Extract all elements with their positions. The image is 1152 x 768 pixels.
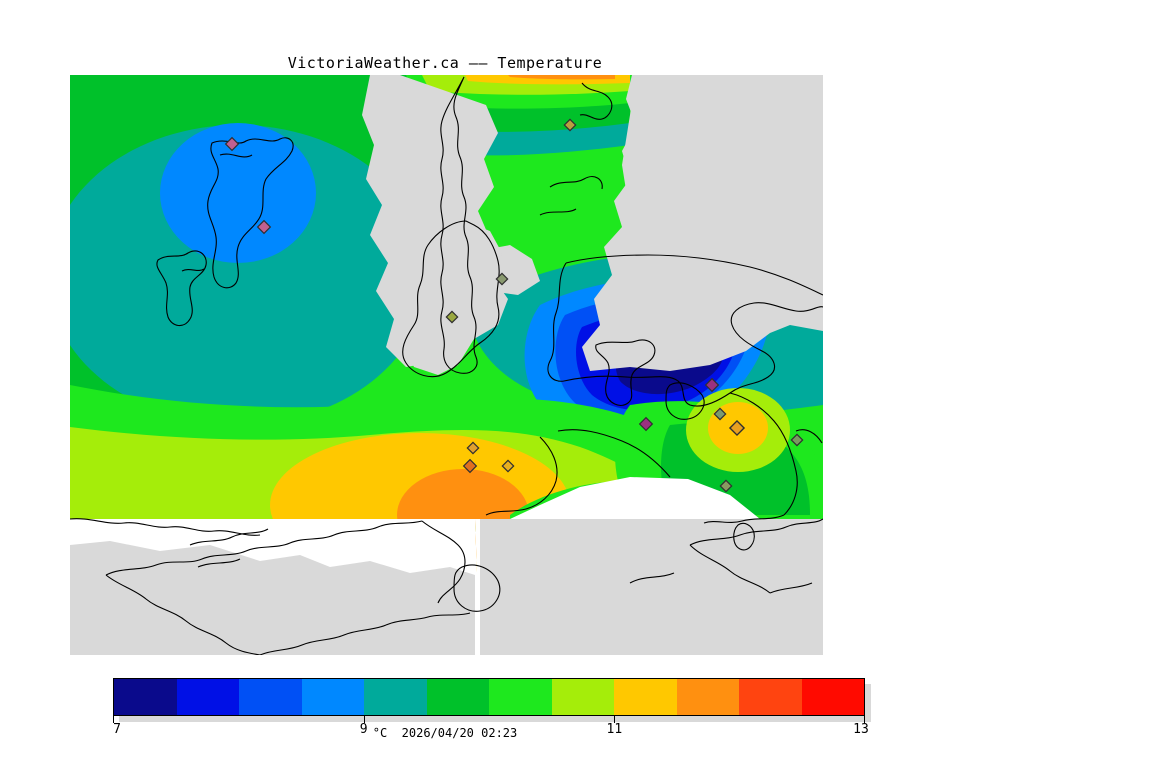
colorbar-caption: °C 2026/04/20 02:23 [372, 726, 518, 740]
colorbar-segment [426, 679, 489, 715]
colorbar-ticks: 7 9 11 13 [113, 716, 869, 742]
colorbar-segment [801, 679, 864, 715]
colorbar-tick-mark [614, 716, 616, 723]
station-marker [256, 219, 272, 235]
coastline-layer [70, 76, 823, 655]
colorbar-tick-label: 11 [606, 722, 623, 737]
colorbar-segment [239, 679, 302, 715]
colorbar-segment [114, 679, 177, 715]
temperature-map[interactable] [70, 75, 823, 655]
station-marker [462, 458, 478, 474]
station-marker [466, 441, 480, 455]
station-marker [719, 479, 733, 493]
colorbar-tick-mark [864, 716, 865, 723]
station-marker [563, 118, 577, 132]
colorbar-segment [176, 679, 239, 715]
page-title: VictoriaWeather.ca —— Temperature [287, 54, 603, 72]
colorbar-segment [489, 679, 552, 715]
colorbar[interactable]: 7 9 11 13 [113, 678, 871, 737]
station-marker [445, 310, 459, 324]
colorbar-segment [364, 679, 427, 715]
colorbar-segment [614, 679, 677, 715]
colorbar-tick-label: 13 [853, 722, 869, 737]
colorbar-tick-mark [363, 716, 365, 723]
colorbar-tick-mark [113, 716, 114, 723]
station-marker [728, 419, 746, 437]
station-marker [224, 136, 240, 152]
station-marker [638, 416, 654, 432]
colorbar-segment [551, 679, 614, 715]
station-markers[interactable] [224, 118, 804, 493]
station-marker [501, 459, 515, 473]
colorbar-tick-label: 9 [359, 722, 368, 737]
map-canvas [70, 75, 823, 655]
station-marker [495, 272, 509, 286]
landmass-layer [70, 75, 823, 655]
station-marker [790, 433, 804, 447]
station-marker [713, 407, 727, 421]
colorbar-segment [301, 679, 364, 715]
colorbar-tick-label: 7 [113, 722, 121, 737]
colorbar-strip[interactable] [113, 678, 865, 716]
colorbar-segment [739, 679, 802, 715]
station-marker [704, 377, 720, 393]
colorbar-segment [676, 679, 739, 715]
